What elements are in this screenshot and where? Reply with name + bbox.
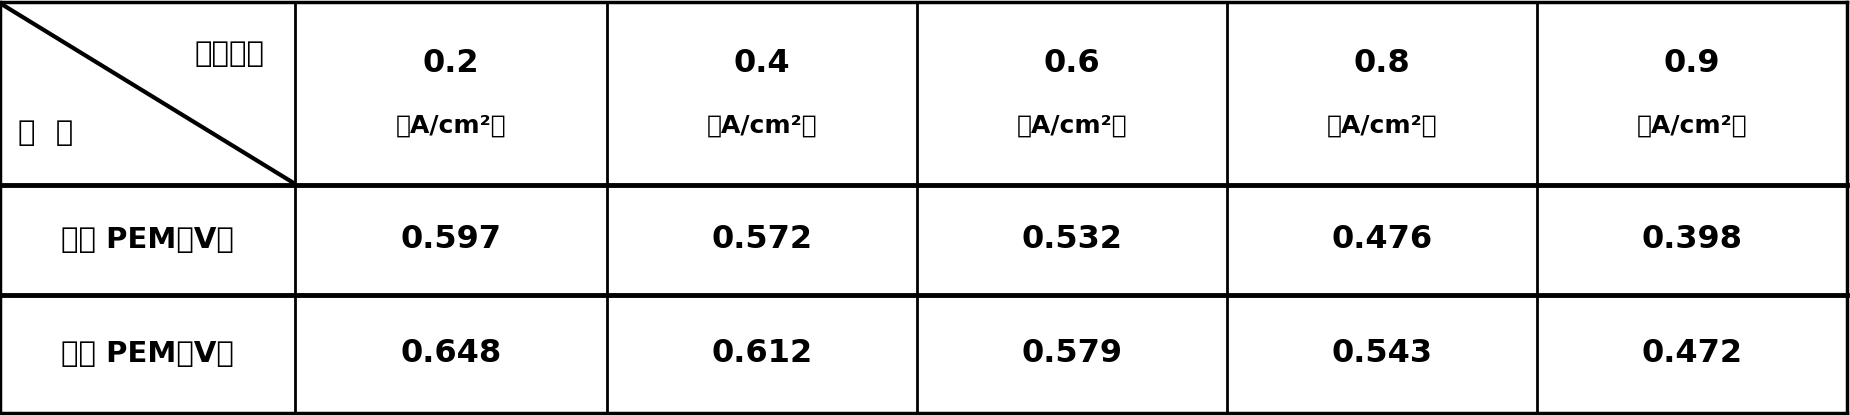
Text: 0.8: 0.8 — [1354, 48, 1410, 79]
Text: （A/cm²）: （A/cm²） — [1326, 113, 1437, 137]
Text: 0.6: 0.6 — [1043, 48, 1101, 79]
Text: 0.476: 0.476 — [1332, 225, 1432, 256]
Text: 0.648: 0.648 — [400, 339, 501, 369]
Text: 0.579: 0.579 — [1021, 339, 1123, 369]
Text: 0.612: 0.612 — [712, 339, 812, 369]
Text: 0.398: 0.398 — [1641, 225, 1743, 256]
Text: 电流密度: 电流密度 — [194, 40, 265, 68]
Text: 0.9: 0.9 — [1663, 48, 1721, 79]
Text: （A/cm²）: （A/cm²） — [396, 113, 507, 137]
Text: 0.597: 0.597 — [400, 225, 501, 256]
Text: （A/cm²）: （A/cm²） — [707, 113, 818, 137]
Text: 0.2: 0.2 — [422, 48, 479, 79]
Text: 0.532: 0.532 — [1021, 225, 1123, 256]
Text: 复层 PEM（V）: 复层 PEM（V） — [61, 340, 233, 368]
Text: （A/cm²）: （A/cm²） — [1018, 113, 1127, 137]
Text: 0.472: 0.472 — [1641, 339, 1743, 369]
Text: 0.543: 0.543 — [1332, 339, 1432, 369]
Text: （A/cm²）: （A/cm²） — [1637, 113, 1746, 137]
Text: 电  压: 电 压 — [18, 119, 74, 147]
Text: 0.572: 0.572 — [712, 225, 812, 256]
Text: 单层 PEM（V）: 单层 PEM（V） — [61, 226, 233, 254]
Text: 0.4: 0.4 — [734, 48, 790, 79]
